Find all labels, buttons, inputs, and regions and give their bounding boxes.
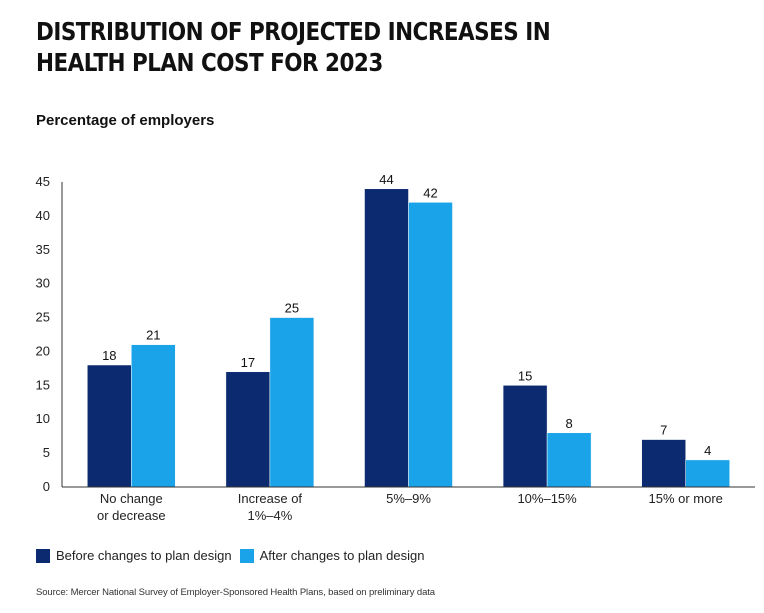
y-tick-label: 40	[36, 208, 50, 223]
bar-value-label: 4	[704, 443, 711, 458]
y-tick-label: 25	[36, 310, 50, 325]
legend-item-before: Before changes to plan design	[36, 548, 232, 563]
bar-after	[131, 344, 176, 488]
y-tick-label: 30	[36, 276, 50, 291]
bar-value-label: 18	[102, 348, 116, 363]
x-tick-label: 5%–9%	[386, 491, 431, 506]
bar-value-label: 15	[518, 368, 532, 383]
bar-value-label: 8	[565, 416, 572, 431]
y-axis-ticks: 0 5 10 15 20 25 30 35 40 45	[36, 174, 50, 494]
x-tick-label: or decrease	[97, 508, 166, 523]
bar-value-label: 21	[146, 328, 160, 343]
bar-value-label: 7	[660, 423, 667, 438]
bar-chart: 0 5 10 15 20 25 30 35 40 45 18 21 17 25 44 42 15 8 7 4 No …	[36, 172, 755, 523]
legend-label-before: Before changes to plan design	[56, 548, 232, 563]
x-tick-label: Increase of	[238, 491, 303, 506]
y-tick-label: 10	[36, 411, 50, 426]
legend-swatch-after	[239, 548, 254, 563]
bar-after	[685, 459, 730, 488]
x-tick-label: 10%–15%	[517, 491, 577, 506]
x-axis-labels: No change or decrease Increase of 1%–4% 5%–9…	[97, 491, 723, 523]
bar-value-label: 44	[379, 172, 393, 187]
y-tick-label: 45	[36, 174, 50, 189]
legend-label-after: After changes to plan design	[259, 548, 425, 563]
bar-before	[641, 439, 686, 488]
y-tick-label: 5	[43, 445, 50, 460]
bar-after	[408, 202, 453, 488]
chart-title: DISTRIBUTION OF PROJECTED INCREASES IN H…	[36, 17, 551, 77]
legend: Before changes to plan design After chan…	[36, 548, 432, 563]
y-tick-label: 0	[43, 479, 50, 494]
y-tick-label: 20	[36, 343, 50, 358]
bar-after	[269, 317, 315, 488]
legend-swatch-before	[36, 548, 50, 563]
bar-before	[87, 364, 132, 488]
x-tick-label: 1%–4%	[247, 508, 292, 523]
bar-after	[546, 432, 592, 488]
bar-value-label: 42	[423, 185, 437, 200]
x-tick-label: No change	[100, 491, 163, 506]
legend-item-after: After changes to plan design	[239, 548, 425, 563]
bar-value-label: 25	[285, 301, 299, 316]
y-axis-label: Percentage of employers	[36, 112, 215, 129]
source-note: Source: Mercer National Survey of Employ…	[36, 587, 435, 598]
bar-before	[502, 385, 548, 488]
bar-before	[364, 188, 409, 488]
y-tick-label: 35	[36, 242, 50, 257]
y-tick-label: 15	[36, 377, 50, 392]
bar-value-label: 17	[241, 355, 255, 370]
x-tick-label: 15% or more	[648, 491, 722, 506]
bars: 18 21 17 25 44 42 15 8 7 4	[87, 172, 730, 488]
bar-before	[225, 371, 271, 488]
